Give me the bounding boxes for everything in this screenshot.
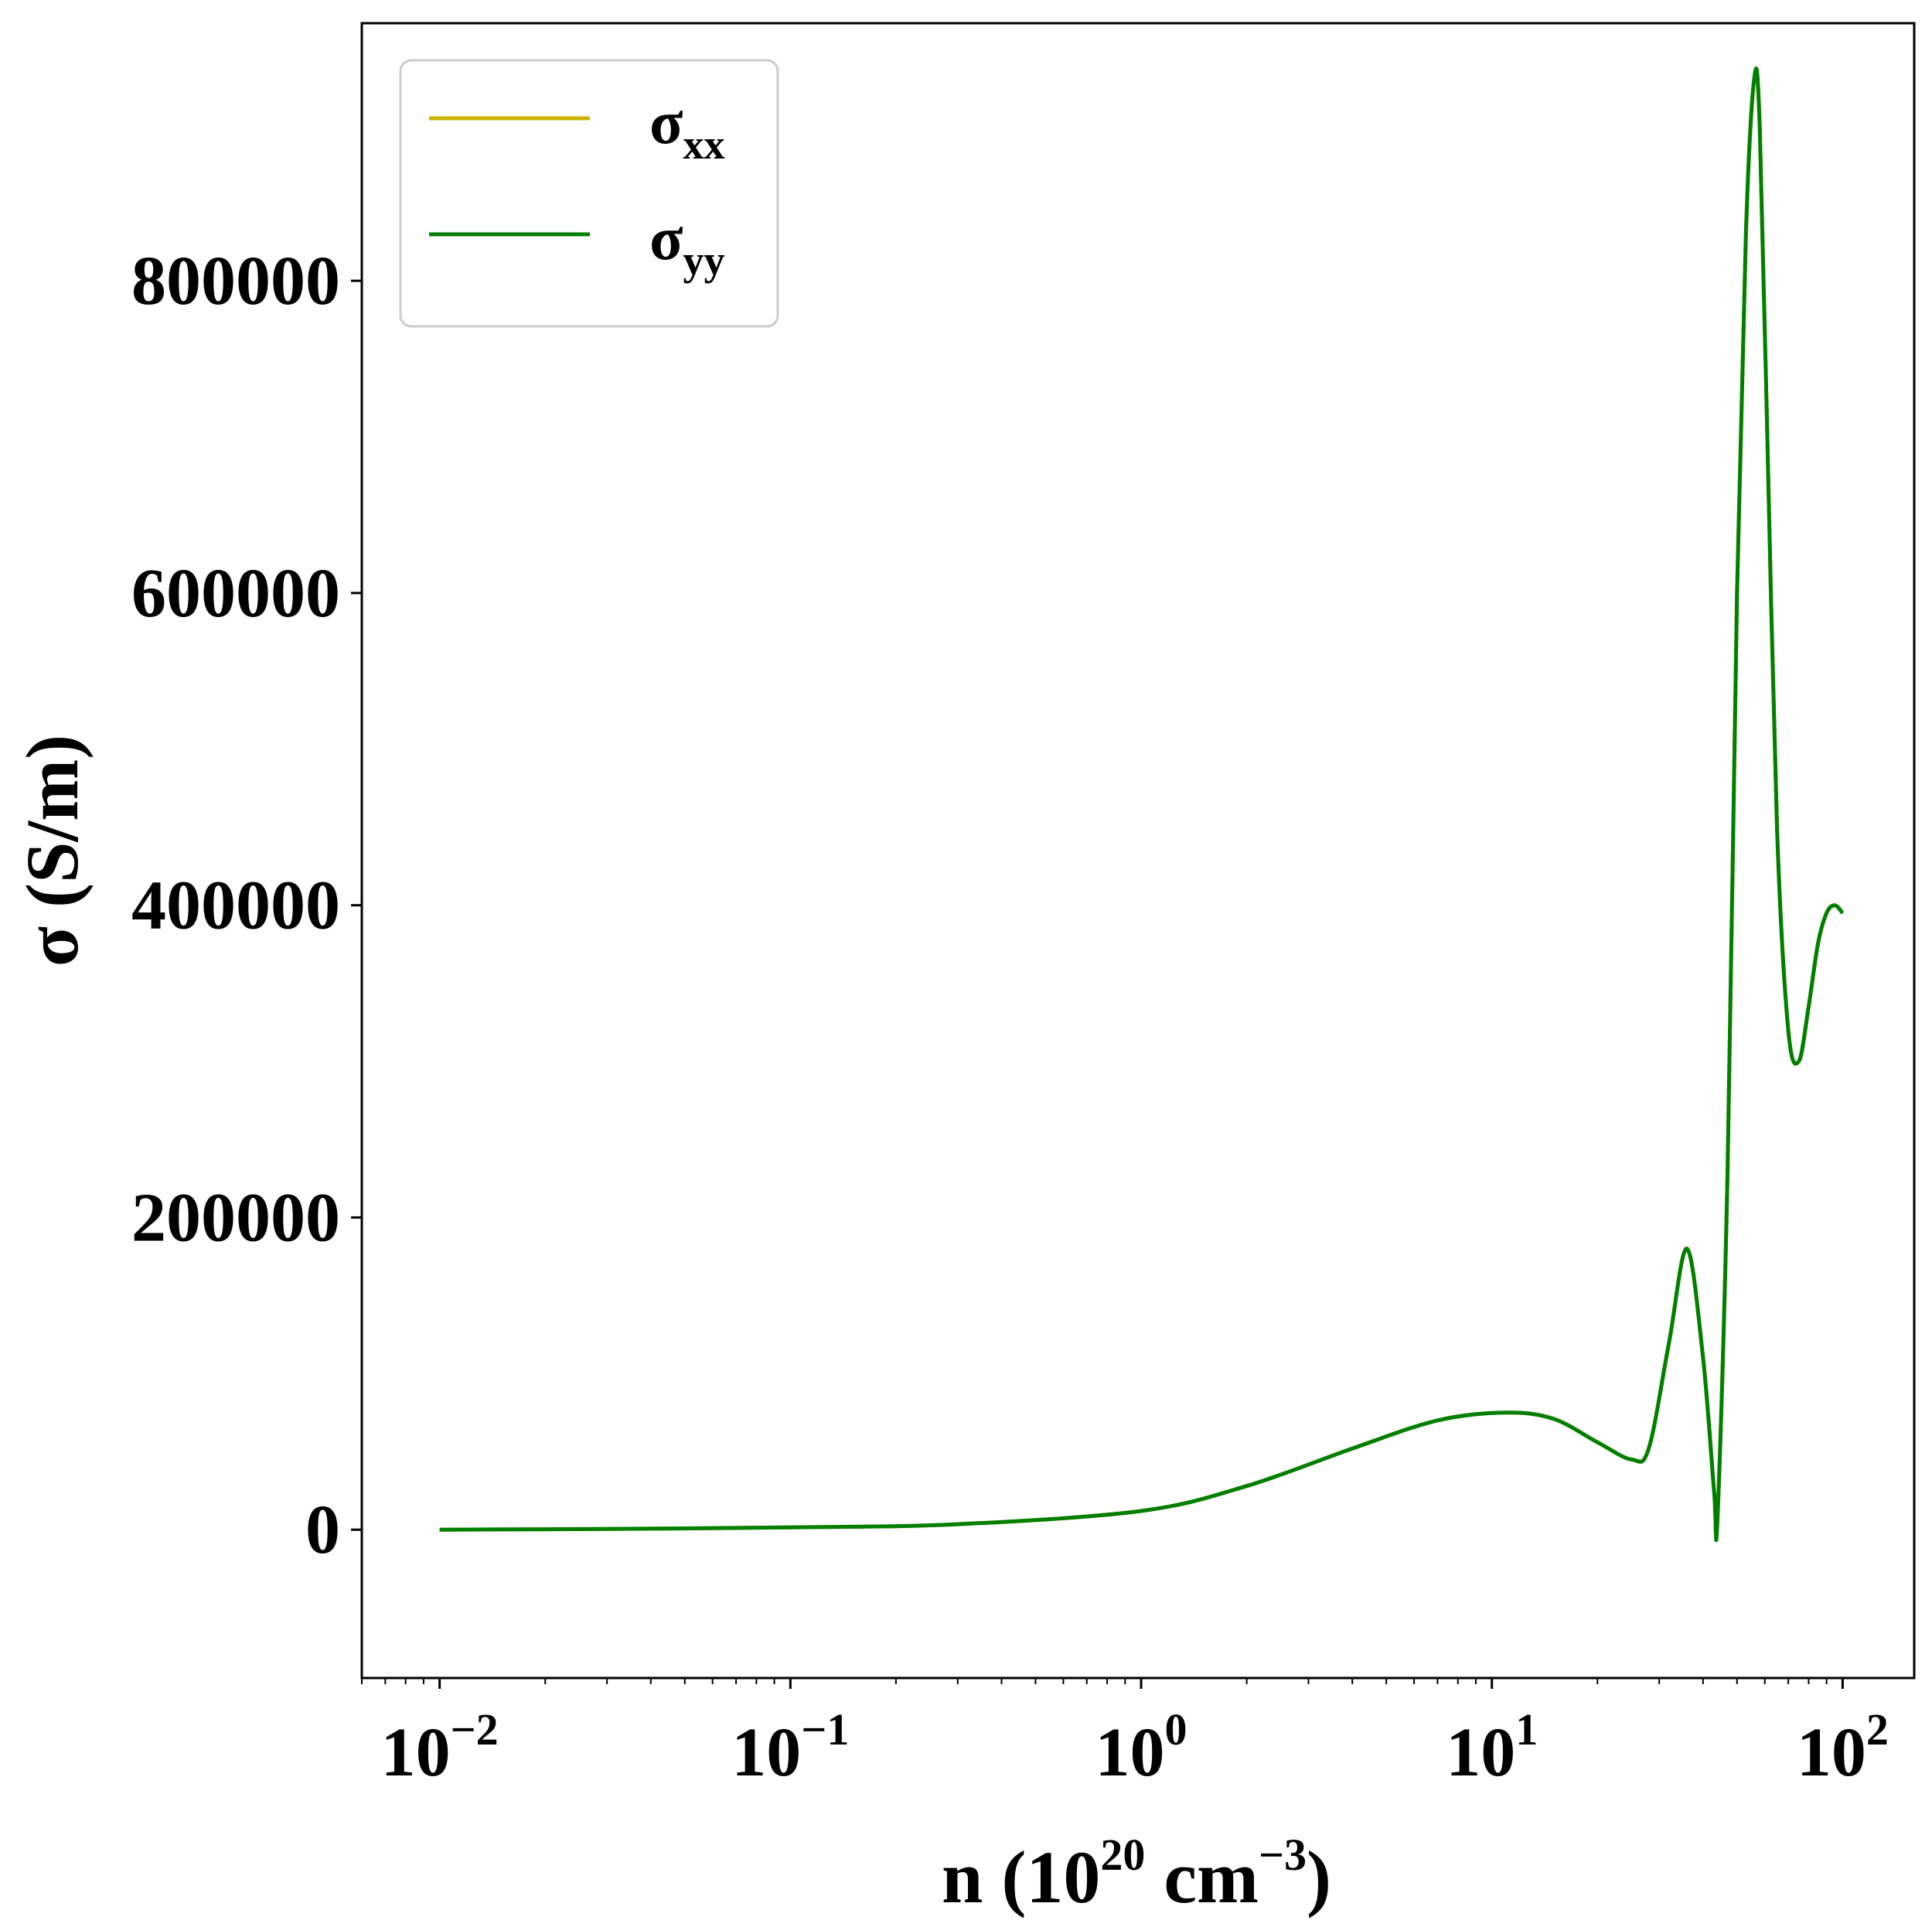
- x-tick-base: 10: [381, 1714, 451, 1791]
- x-axis-label-sup1: 20: [1100, 1830, 1145, 1880]
- y-tick-label: 0: [305, 1492, 340, 1568]
- x-tick-label: 10−1: [731, 1704, 849, 1791]
- y-tick-label: 600000: [131, 555, 340, 632]
- y-tick-label: 200000: [131, 1179, 340, 1256]
- x-tick-label: 10−2: [381, 1704, 499, 1791]
- y-axis-label: σ (S/m): [11, 735, 94, 967]
- x-axis-label-base: n (10: [942, 1836, 1100, 1918]
- x-axis-label-sup2: −3: [1259, 1830, 1307, 1880]
- x-axis-label-end: ): [1307, 1836, 1331, 1918]
- x-tick-base: 10: [1095, 1714, 1165, 1791]
- x-tick-label: 101: [1446, 1704, 1538, 1791]
- legend-label-sigma-yy-main: σ: [649, 205, 683, 273]
- x-axis: 10−2 10−1 100 101 102: [361, 1678, 1889, 1791]
- x-axis-label-mid: cm: [1145, 1836, 1259, 1918]
- x-tick-exponent: 1: [1515, 1704, 1538, 1755]
- x-tick-exponent: 2: [1866, 1704, 1889, 1755]
- legend-frame: [399, 59, 779, 328]
- x-tick-label: 102: [1797, 1704, 1889, 1791]
- legend-label-sigma-yy-sub: yy: [683, 237, 725, 284]
- x-tick-exponent: −1: [801, 1704, 849, 1755]
- y-tick-label: 800000: [131, 243, 340, 319]
- legend-label-sigma-xx: σxx: [649, 89, 725, 168]
- x-tick-exponent: 0: [1165, 1704, 1187, 1755]
- plot-frame: [360, 22, 1916, 1680]
- y-tick-label: 400000: [131, 868, 340, 944]
- series-layer: [439, 67, 1845, 1542]
- x-tick-base: 10: [731, 1714, 801, 1791]
- legend: σxx σyy: [399, 59, 779, 328]
- legend-label-sigma-yy: σyy: [649, 205, 725, 284]
- y-axis: 0 200000 400000 600000 800000: [131, 243, 362, 1568]
- plot-area: [360, 22, 1916, 1680]
- x-tick-base: 10: [1797, 1714, 1866, 1791]
- x-tick-base: 10: [1446, 1714, 1515, 1791]
- series-line-sigma-yy: [439, 67, 1845, 1542]
- legend-label-sigma-xx-sub: xx: [683, 121, 725, 168]
- x-tick-label: 100: [1095, 1704, 1187, 1791]
- x-tick-exponent: −2: [451, 1704, 499, 1755]
- x-axis-label: n (1020 cm−3): [942, 1830, 1331, 1918]
- legend-label-sigma-xx-main: σ: [649, 89, 683, 157]
